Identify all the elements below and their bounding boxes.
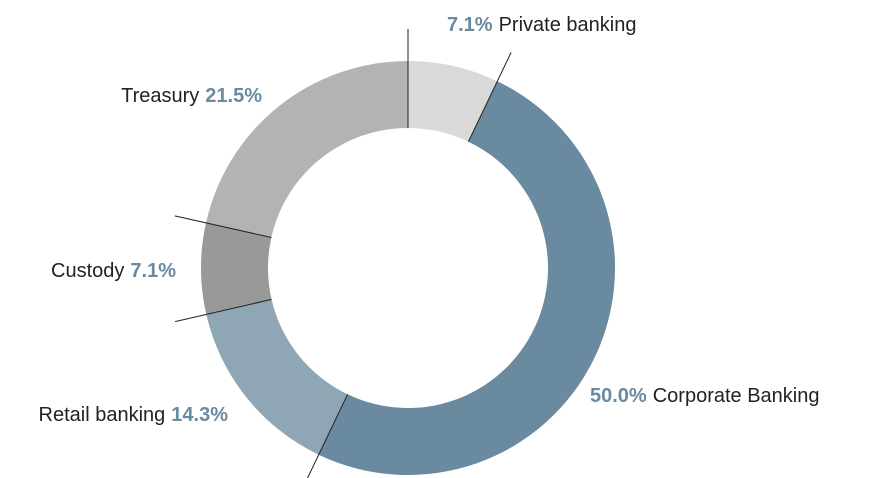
category-label: Custody	[51, 260, 124, 282]
segment-label: 50.0% Corporate Banking	[590, 385, 820, 407]
separator-line	[174, 215, 272, 238]
donut-segment	[206, 299, 348, 455]
separator-line	[467, 52, 512, 142]
donut-segment	[205, 61, 408, 238]
segment-label: Custody 7.1%	[51, 260, 176, 282]
separator-line	[307, 394, 349, 478]
separator-line	[174, 298, 272, 323]
donut-segment	[318, 81, 615, 475]
segment-label: 7.1% Private banking	[447, 14, 636, 36]
segment-label: Treasury 21.5%	[121, 85, 262, 107]
value-label: 14.3%	[171, 404, 228, 426]
category-label: Retail banking	[39, 404, 166, 426]
value-label: 50.0%	[590, 385, 647, 407]
category-label: Private banking	[499, 14, 637, 36]
value-label: 7.1%	[130, 260, 176, 282]
category-label: Treasury	[121, 85, 199, 107]
segment-label: Retail banking 14.3%	[39, 404, 229, 426]
donut-segment	[201, 222, 272, 315]
donut-segment	[408, 61, 498, 142]
value-label: 7.1%	[447, 14, 493, 36]
category-label: Corporate Banking	[653, 385, 820, 407]
value-label: 21.5%	[205, 85, 262, 107]
